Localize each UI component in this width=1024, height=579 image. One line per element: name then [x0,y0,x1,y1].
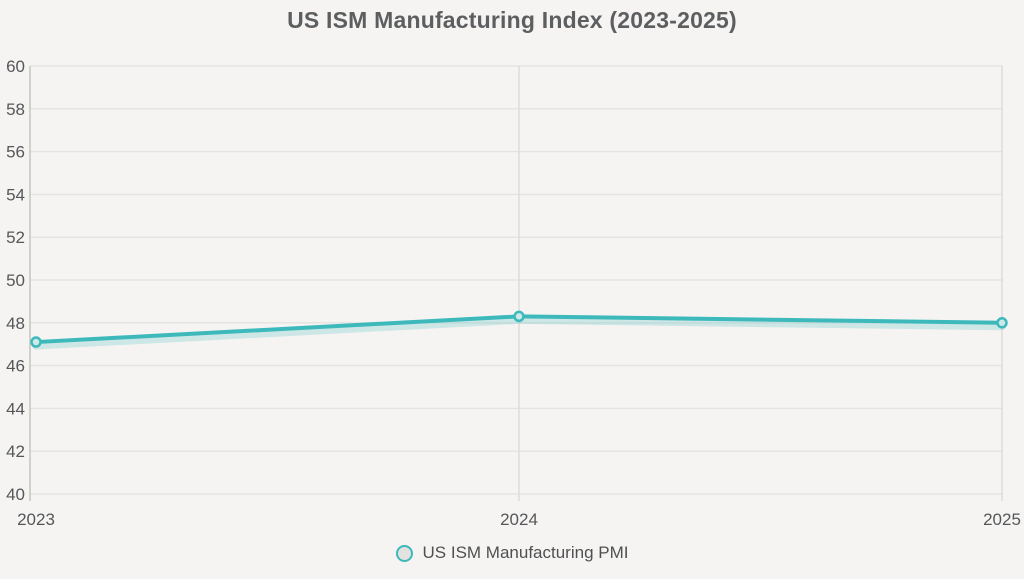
chart-title: US ISM Manufacturing Index (2023-2025) [287,7,737,33]
y-axis-tick-label: 54 [6,185,25,204]
x-axis-tick-label: 2025 [983,510,1021,529]
y-axis-tick-label: 46 [6,357,25,376]
data-point-marker[interactable] [30,336,42,348]
y-axis-tick-label: 58 [6,100,25,119]
y-axis-tick-label: 60 [6,57,25,76]
data-point-marker[interactable] [513,310,525,323]
y-axis-tick-label: 56 [6,143,25,162]
y-axis-tick-label: 52 [6,228,25,247]
data-point-marker[interactable] [996,317,1008,329]
y-axis-tick-label: 40 [6,485,25,504]
legend-series-label: US ISM Manufacturing PMI [422,543,629,562]
y-axis-tick-label: 48 [6,314,25,333]
legend-item[interactable]: US ISM Manufacturing PMI [0,543,1024,563]
x-axis-tick-label: 2024 [500,510,538,529]
legend-series-marker-icon [395,544,413,562]
y-axis-tick-label: 44 [6,399,25,418]
y-axis-tick-label: 50 [6,271,25,290]
y-axis-tick-label: 42 [6,442,25,461]
x-axis-tick-label: 2023 [17,510,55,529]
